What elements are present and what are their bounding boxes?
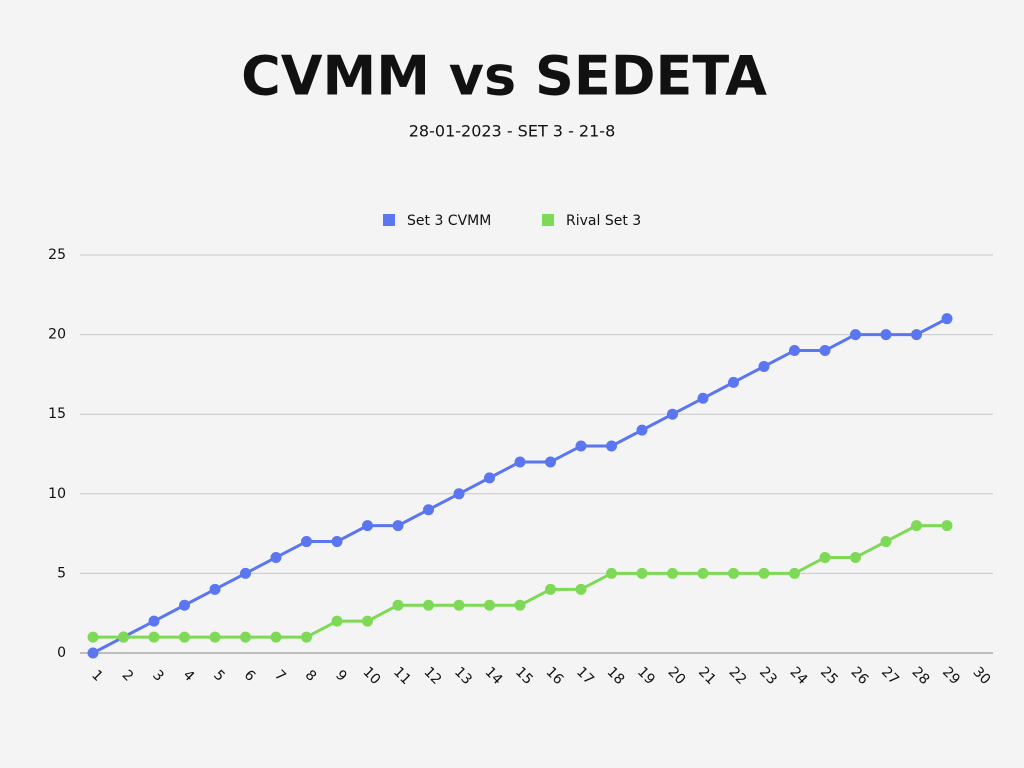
y-tick-label: 15 — [48, 406, 66, 422]
data-point — [789, 345, 800, 357]
data-point — [819, 345, 831, 357]
y-tick-label: 20 — [48, 327, 66, 343]
data-point — [514, 456, 526, 468]
data-point — [87, 647, 99, 659]
data-point — [575, 583, 587, 595]
data-point — [545, 583, 556, 595]
data-point — [362, 520, 373, 532]
legend-swatch — [383, 214, 395, 226]
data-point — [301, 631, 312, 643]
data-point — [850, 551, 861, 563]
data-point — [850, 329, 861, 341]
data-point — [941, 313, 953, 325]
data-point — [331, 615, 343, 627]
data-point — [331, 536, 343, 548]
chart-subtitle: 28-01-2023 - SET 3 - 21-8 — [409, 122, 616, 141]
y-tick-label: 5 — [57, 565, 66, 581]
data-point — [606, 567, 617, 579]
data-point — [911, 520, 922, 532]
data-point — [636, 424, 648, 436]
data-point — [545, 456, 556, 468]
data-point — [911, 329, 922, 341]
data-point — [514, 599, 526, 611]
data-point — [240, 567, 251, 579]
data-point — [606, 440, 617, 452]
data-point — [636, 567, 648, 579]
data-point — [301, 536, 312, 548]
data-point — [392, 520, 404, 532]
data-point — [423, 504, 434, 516]
data-point — [728, 567, 739, 579]
data-point — [758, 567, 770, 579]
data-point — [453, 488, 465, 500]
data-point — [179, 631, 190, 643]
data-point — [667, 408, 678, 420]
data-point — [148, 631, 160, 643]
data-point — [880, 329, 892, 341]
legend-swatch — [542, 214, 554, 226]
data-point — [484, 472, 495, 484]
data-point — [209, 631, 221, 643]
chart-title: CVMM vs SEDETA — [241, 45, 767, 108]
data-point — [697, 392, 709, 404]
data-point — [789, 567, 800, 579]
data-point — [728, 376, 739, 388]
y-tick-label: 25 — [48, 247, 66, 263]
y-tick-label: 10 — [48, 486, 66, 502]
data-point — [392, 599, 404, 611]
data-point — [87, 631, 99, 643]
data-point — [270, 631, 282, 643]
data-point — [179, 599, 190, 611]
data-point — [148, 615, 160, 627]
data-point — [697, 567, 709, 579]
data-point — [240, 631, 251, 643]
data-point — [484, 599, 495, 611]
data-point — [362, 615, 373, 627]
data-point — [575, 440, 587, 452]
data-point — [209, 583, 221, 595]
data-point — [453, 599, 465, 611]
data-point — [758, 360, 770, 372]
legend-label: Set 3 CVMM — [407, 213, 491, 229]
data-point — [819, 551, 831, 563]
data-point — [270, 551, 282, 563]
data-point — [118, 631, 129, 643]
data-point — [423, 599, 434, 611]
data-point — [667, 567, 678, 579]
y-tick-label: 0 — [57, 645, 66, 661]
data-point — [880, 536, 892, 548]
data-point — [941, 520, 953, 532]
legend-label: Rival Set 3 — [566, 213, 641, 229]
